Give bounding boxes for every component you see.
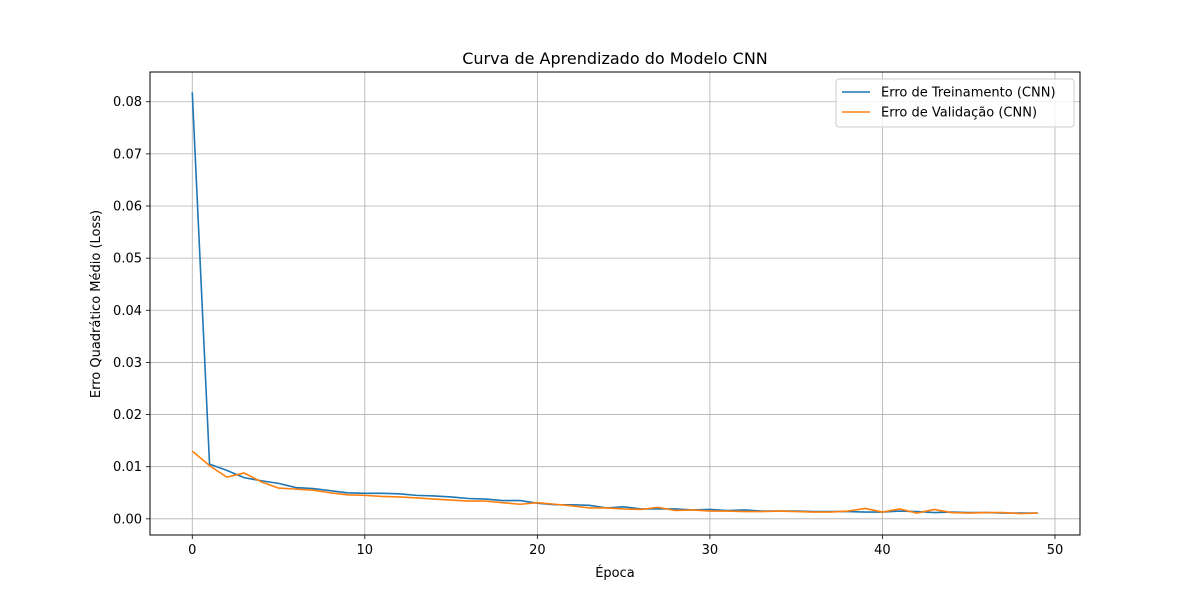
x-tick-label: 20 [529,543,546,558]
x-tick-label: 50 [1047,543,1064,558]
y-tick-label: 0.06 [113,199,142,214]
x-tick-label: 10 [357,543,374,558]
legend-label: Erro de Treinamento (CNN) [881,86,1056,101]
y-tick-label: 0.04 [113,304,142,319]
x-axis-title: Época [595,565,635,581]
series-line-training [191,92,1038,514]
y-tick-label: 0.08 [113,95,142,110]
y-tick-label: 0.05 [113,252,142,267]
y-tick-label: 0.02 [113,408,142,423]
chart-title: Curva de Aprendizado do Modelo CNN [462,49,768,68]
x-tick-label: 30 [702,543,719,558]
axis-ticks: 0 10 20 30 40 50 0.00 0.01 0.02 0.03 0.04 0.05 0.06 0… [113,95,1063,558]
x-tick-label: 0 [188,543,196,558]
series-line-validation [191,450,1038,515]
y-tick-label: 0.07 [113,147,142,162]
y-tick-label: 0.03 [113,356,142,371]
legend: Erro de Treinamento (CNN) Erro de Validaç… [835,78,1075,128]
grid-lines [150,72,1080,535]
y-axis-title: Erro Quadrático Médio (Loss) [89,210,104,398]
series-lines [191,92,1038,515]
y-tick-label: 0.00 [113,512,142,527]
x-tick-label: 40 [874,543,891,558]
legend-label: Erro de Validação (CNN) [881,106,1037,121]
legend-box [835,78,1075,128]
y-tick-label: 0.01 [113,460,142,475]
plot-frame [149,71,1081,536]
